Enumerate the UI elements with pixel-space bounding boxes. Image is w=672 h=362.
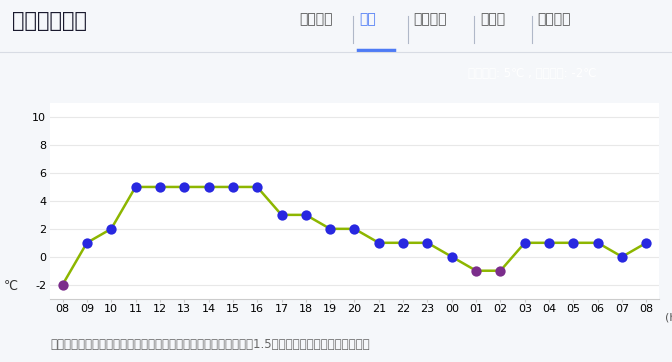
Text: 温度: 温度 <box>360 13 376 27</box>
Point <box>325 226 335 232</box>
Point <box>179 184 190 190</box>
Point <box>641 240 652 246</box>
Point <box>470 268 481 274</box>
Point <box>544 240 554 246</box>
Point <box>398 240 409 246</box>
Point <box>227 184 238 190</box>
Point <box>374 240 384 246</box>
Point <box>300 212 311 218</box>
Text: 降水量: 降水量 <box>480 13 505 27</box>
Text: 整点天气实况: 整点天气实况 <box>12 11 87 31</box>
Point <box>446 254 457 260</box>
Text: ℃: ℃ <box>4 280 18 293</box>
Point <box>252 184 263 190</box>
Text: 相对湿度: 相对湿度 <box>413 13 447 27</box>
Point <box>495 268 506 274</box>
Point <box>155 184 165 190</box>
Point <box>81 240 92 246</box>
Point <box>57 282 68 287</box>
Text: (h): (h) <box>665 312 672 322</box>
Point <box>422 240 433 246</box>
Point <box>617 254 628 260</box>
Text: 温度：表示大气冷热程度的物理量，气象上给出的温度是指离地面1.5米高度上百叶筱中的空气温度。: 温度：表示大气冷热程度的物理量，气象上给出的温度是指离地面1.5米高度上百叶筱中… <box>50 338 370 351</box>
Text: 最高气温: 5℃ , 最低气温: -2℃: 最高气温: 5℃ , 最低气温: -2℃ <box>468 67 597 80</box>
Point <box>349 226 360 232</box>
Point <box>106 226 117 232</box>
Point <box>130 184 141 190</box>
Point <box>568 240 579 246</box>
Text: 空气质量: 空气质量 <box>299 13 333 27</box>
Point <box>203 184 214 190</box>
Text: 风力风向: 风力风向 <box>538 13 571 27</box>
Point <box>519 240 530 246</box>
Point <box>276 212 287 218</box>
Point <box>592 240 603 246</box>
